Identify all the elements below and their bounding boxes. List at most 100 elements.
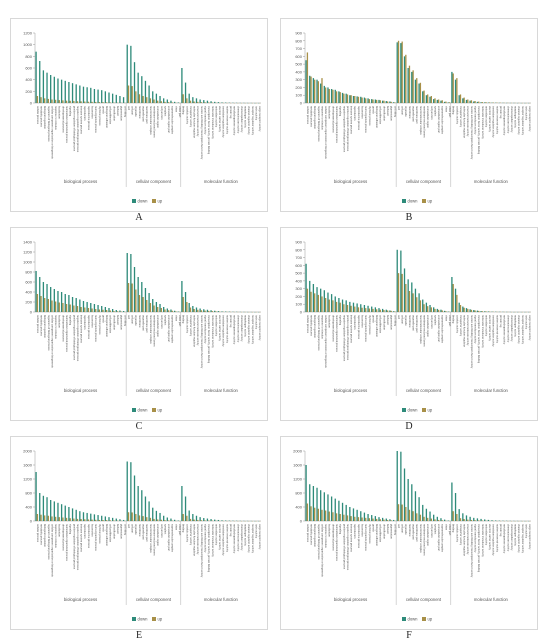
bar-a-up-30 (146, 97, 148, 103)
bar-d-up-20 (379, 309, 381, 312)
bar-c-up-26 (131, 283, 133, 312)
category-label-d-60: toxin activity (525, 315, 529, 330)
bar-f-up-30 (416, 513, 418, 521)
legend-label-c-0: down (138, 408, 149, 413)
bar-e-down-36 (166, 517, 168, 521)
category-label-e-3: regulation of biological process (47, 524, 51, 560)
bar-f-down-45 (469, 516, 471, 521)
bar-d-down-20 (378, 308, 380, 312)
bar-f-up-22 (386, 519, 389, 521)
bar-a-down-28 (137, 72, 139, 103)
bar-e-up-5 (54, 516, 57, 521)
category-label-a-5: response to stimulus (54, 106, 58, 130)
category-label-a-24: cell killing (123, 106, 127, 118)
bar-f-down-36 (436, 516, 438, 521)
bar-e-down-10 (71, 508, 74, 521)
bar-a-down-42 (188, 93, 190, 103)
bar-b-down-28 (407, 68, 409, 103)
bar-e-up-17 (98, 519, 101, 521)
bar-b-down-32 (422, 91, 424, 103)
category-label-d-16: multi-organism process (364, 315, 368, 343)
panel-caption-d: D (405, 421, 413, 432)
category-label-d-15: locomotion (361, 315, 365, 328)
chart-panel-f: 0 400 800 1200 1600 2000 cellular process metab… (280, 436, 538, 630)
bar-e-up-8 (65, 517, 68, 521)
group-label-b-2: molecular function (474, 179, 509, 184)
bar-b-down-26 (400, 43, 402, 103)
bar-a-up-5 (54, 99, 57, 103)
category-label-d-10: negative regulation of biological proces… (342, 315, 346, 362)
bar-e-up-43 (193, 519, 195, 521)
panel-caption-a: A (135, 212, 143, 223)
bar-b-down-11 (345, 93, 347, 103)
y-tick-label-a-2: 400 (25, 77, 32, 82)
bar-a-down-15 (90, 87, 92, 103)
category-label-d-50: electron carrier activity (488, 315, 492, 342)
bar-a-up-45 (200, 102, 203, 103)
category-label-f-8: multicellular organismal process (335, 524, 339, 562)
category-label-a-37: supramolecular complex (171, 106, 175, 135)
bar-c-up-30 (146, 300, 148, 312)
bar-a-down-40 (181, 68, 183, 103)
category-label-e-32: membrane-enclosed lumen (152, 524, 156, 556)
legend-label-f-1: up (428, 617, 433, 622)
category-label-d-29: organelle part (412, 315, 416, 331)
bar-d-down-24 (392, 311, 395, 312)
category-label-e-49: antioxidant activity (214, 524, 218, 546)
category-label-e-58: channel regulator activity (247, 524, 251, 553)
category-label-e-44: structural molecule activity (196, 524, 200, 555)
bar-f-up-43 (463, 519, 465, 521)
bar-a-up-11 (76, 101, 79, 103)
bar-e-up-6 (58, 517, 60, 521)
bar-a-down-12 (79, 85, 81, 103)
bar-f-down-23 (389, 519, 391, 521)
bar-f-up-18 (372, 518, 374, 521)
bar-c-down-34 (159, 304, 161, 312)
bar-d-down-12 (349, 301, 351, 312)
category-label-d-14: reproductive process (357, 315, 361, 340)
category-label-b-0: cellular process (306, 106, 310, 125)
bar-b-up-5 (324, 87, 327, 103)
category-label-e-26: cell part (131, 524, 135, 533)
bar-c-down-43 (192, 306, 194, 312)
bar-b-down-39 (447, 102, 449, 103)
category-label-b-55: chemoattractant activity (506, 106, 510, 134)
category-label-c-14: reproductive process (87, 315, 91, 340)
y-tick-label-e-5: 2000 (23, 449, 33, 454)
bar-d-up-3 (317, 294, 319, 312)
category-label-b-42: transporter activity (459, 106, 463, 128)
category-label-c-3: regulation of biological process (47, 315, 51, 351)
bar-e-up-27 (135, 514, 137, 521)
category-label-c-32: membrane-enclosed lumen (152, 315, 156, 347)
category-label-e-42: transporter activity (189, 524, 193, 546)
bar-f-down-49 (484, 519, 486, 521)
category-label-a-57: morphogen activity (244, 106, 248, 128)
bar-e-down-24 (122, 519, 125, 521)
bar-e-up-15 (91, 519, 93, 521)
category-label-a-59: receptor regulator activity (251, 106, 255, 136)
category-label-f-60: toxin activity (525, 524, 529, 539)
bar-d-down-48 (480, 311, 482, 312)
category-label-c-37: supramolecular complex (171, 315, 175, 344)
category-label-b-59: receptor regulator activity (521, 106, 525, 136)
category-label-a-2: biological regulation (43, 106, 47, 129)
category-label-d-31: macromolecular complex (419, 315, 423, 345)
bar-d-up-9 (339, 302, 341, 312)
category-label-c-55: chemoattractant activity (236, 315, 240, 343)
bar-a-down-3 (46, 72, 48, 103)
category-label-c-21: detoxification (112, 315, 116, 331)
category-label-e-57: morphogen activity (244, 524, 248, 546)
bar-a-up-33 (157, 100, 159, 103)
bar-f-up-13 (354, 516, 356, 521)
category-label-e-52: nutrient reservoir activity (225, 524, 229, 553)
category-label-a-6: localization (58, 106, 62, 119)
bar-c-down-18 (101, 306, 103, 312)
bar-d-down-50 (487, 311, 490, 312)
category-label-c-30: membrane part (145, 315, 149, 333)
category-label-c-8: multicellular organismal process (65, 315, 69, 353)
bar-b-down-37 (440, 100, 442, 103)
category-label-f-58: channel regulator activity (517, 524, 521, 553)
bar-c-down-29 (141, 282, 143, 312)
y-tick-label-a-0: 0 (30, 101, 33, 106)
chart-svg-d: 0 100 200 300 400 500 600 700 800 900 cellular pro… (295, 240, 532, 413)
